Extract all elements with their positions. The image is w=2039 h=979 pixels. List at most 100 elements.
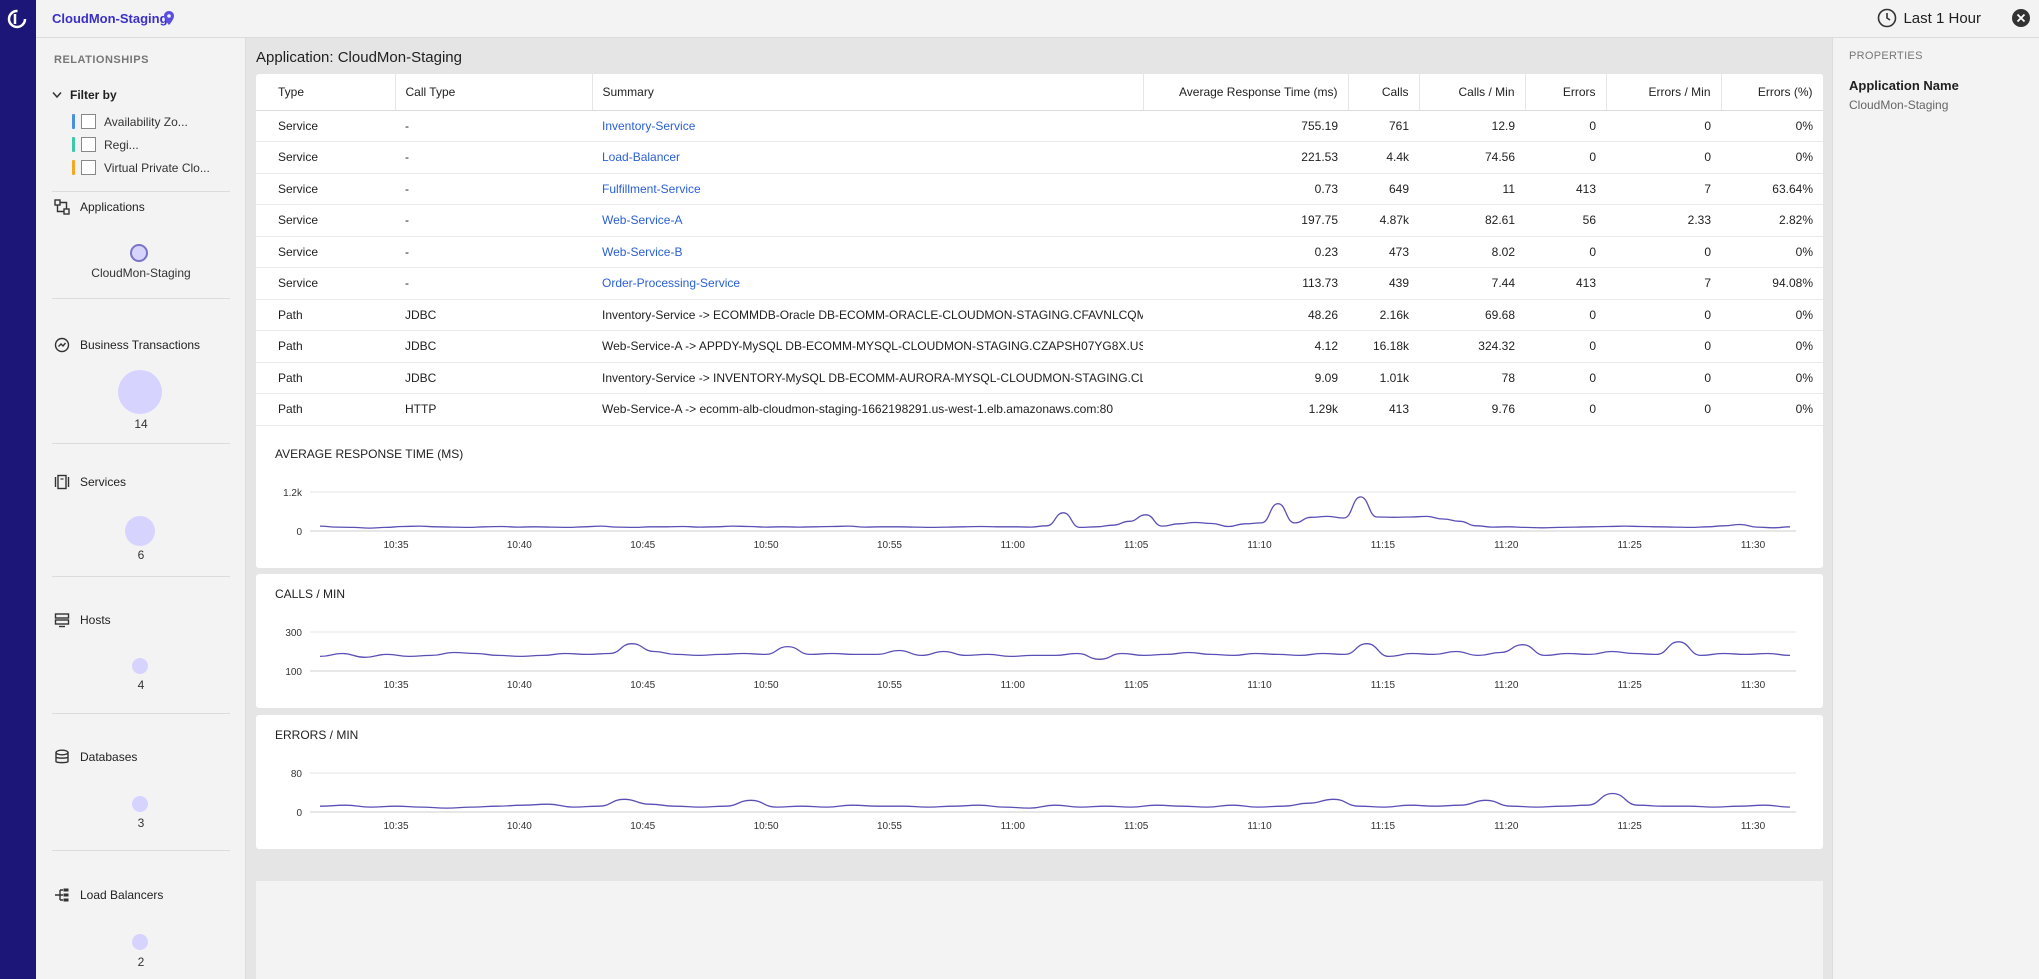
- series-line: [319, 496, 1791, 529]
- filter-checkbox[interactable]: [81, 137, 96, 152]
- hosts-bubble[interactable]: [132, 658, 148, 674]
- databases-bubble[interactable]: [132, 796, 148, 812]
- filter-by-toggle[interactable]: Filter by: [52, 88, 117, 102]
- column-header-calls-per-min[interactable]: Calls / Min: [1419, 74, 1526, 111]
- cell-errors: 413: [1525, 267, 1606, 300]
- calls-per-min-chart[interactable]: 300 100 10:35 10:40 10:45 10:50 10:55 11:00 11:0…: [256, 574, 1823, 708]
- x-tick-label: 10:45: [630, 821, 655, 832]
- cell-calls-per-min: 8.02: [1419, 236, 1525, 268]
- property-label: Application Name: [1849, 78, 1959, 93]
- cell-avg-response-time: 113.73: [1143, 267, 1348, 300]
- section-load-balancers[interactable]: Load Balancers: [54, 887, 163, 903]
- column-header-avg-response-time[interactable]: Average Response Time (ms): [1143, 74, 1349, 111]
- cell-call-type: JDBC: [395, 299, 592, 331]
- time-range-label: Last 1 Hour: [1903, 9, 1981, 27]
- time-range-selector[interactable]: Last 1 Hour: [1877, 8, 1981, 28]
- section-services[interactable]: Services: [54, 474, 126, 490]
- applications-icon: [54, 199, 70, 215]
- cell-avg-response-time: 48.26: [1143, 299, 1348, 331]
- table-header-row: Type Call Type Summary Average Response …: [256, 74, 1823, 111]
- filter-checkbox[interactable]: [81, 114, 96, 129]
- section-business-transactions[interactable]: Business Transactions: [54, 337, 200, 353]
- cell-errors: 0: [1525, 362, 1606, 394]
- cell-type: Path: [256, 393, 395, 426]
- relationships-table: Type Call Type Summary Average Response …: [256, 74, 1823, 426]
- filter-vpc[interactable]: Virtual Private Clo...: [72, 160, 210, 175]
- cell-summary-link[interactable]: Load-Balancer: [592, 141, 1143, 174]
- applications-bubble[interactable]: [130, 244, 148, 262]
- column-header-call-type[interactable]: Call Type: [395, 74, 593, 111]
- cell-calls: 2.16k: [1348, 299, 1419, 331]
- cell-calls: 649: [1348, 173, 1419, 205]
- cell-summary-link[interactable]: Web-Service-A: [592, 204, 1143, 237]
- x-tick-label: 11:10: [1247, 540, 1272, 551]
- x-tick-label: 11:00: [1001, 680, 1026, 691]
- cell-type: Path: [256, 330, 395, 363]
- services-bubble[interactable]: [125, 516, 155, 546]
- x-tick-label: 10:45: [630, 540, 655, 551]
- errors-per-min-chart[interactable]: 80 0 10:35 10:40 10:45 10:50 10:55 11:00 11:05 11…: [256, 715, 1823, 849]
- cell-errors: 413: [1525, 173, 1606, 205]
- services-count: 6: [137, 548, 145, 562]
- cell-errors: 0: [1525, 110, 1606, 142]
- x-tick-label: 10:40: [507, 540, 532, 551]
- filter-availability-zone[interactable]: Availability Zo...: [72, 114, 188, 129]
- divider: [52, 298, 230, 299]
- table-row[interactable]: Service - Web-Service-A 197.75 4.87k 82.…: [256, 204, 1823, 237]
- app-logo-icon[interactable]: [6, 8, 28, 30]
- column-header-type[interactable]: Type: [256, 74, 396, 111]
- cell-calls: 473: [1348, 236, 1419, 268]
- cell-type: Path: [256, 299, 395, 331]
- column-header-calls[interactable]: Calls: [1348, 74, 1420, 111]
- section-databases[interactable]: Databases: [54, 749, 137, 765]
- cell-summary-link[interactable]: Web-Service-B: [592, 236, 1143, 268]
- chart-title: AVERAGE RESPONSE TIME (MS): [275, 447, 464, 461]
- cell-summary-link[interactable]: Inventory-Service: [592, 110, 1143, 142]
- business-transactions-bubble[interactable]: [118, 370, 162, 414]
- table-row[interactable]: Service - Order-Processing-Service 113.7…: [256, 267, 1823, 300]
- column-header-errors[interactable]: Errors: [1525, 74, 1607, 111]
- section-label: Applications: [80, 200, 145, 214]
- x-tick-label: 11:00: [1001, 821, 1026, 832]
- cell-avg-response-time: 9.09: [1143, 362, 1348, 394]
- table-row[interactable]: Path JDBC Inventory-Service -> ECOMMDB-O…: [256, 299, 1823, 331]
- top-bar: CloudMon-Staging Last 1 Hour: [36, 0, 2039, 38]
- section-applications[interactable]: Applications: [54, 199, 145, 215]
- avg-response-time-chart[interactable]: 1.2k 0 10:35 10:40 10:45 10:50 10:55 11:00 11:05…: [256, 434, 1823, 568]
- x-tick-label: 10:35: [383, 540, 408, 551]
- cell-calls-per-min: 324.32: [1419, 330, 1525, 363]
- x-tick-label: 11:10: [1247, 821, 1272, 832]
- hosts-icon: [54, 613, 70, 628]
- table-row[interactable]: Service - Load-Balancer 221.53 4.4k 74.5…: [256, 141, 1823, 174]
- cell-errors-per-min: 0: [1606, 362, 1721, 394]
- cell-calls: 413: [1348, 393, 1419, 426]
- application-name-link[interactable]: CloudMon-Staging: [52, 11, 168, 26]
- table-row[interactable]: Path HTTP Web-Service-A -> ecomm-alb-clo…: [256, 393, 1823, 426]
- cell-summary-link[interactable]: Order-Processing-Service: [592, 267, 1143, 300]
- cell-type: Service: [256, 236, 395, 268]
- table-row[interactable]: Service - Web-Service-B 0.23 473 8.02 0 …: [256, 236, 1823, 268]
- cell-errors-percent: 0%: [1721, 299, 1823, 331]
- column-header-summary[interactable]: Summary: [592, 74, 1144, 111]
- table-row[interactable]: Path JDBC Web-Service-A -> APPDY-MySQL D…: [256, 330, 1823, 363]
- cell-summary-link[interactable]: Fulfillment-Service: [592, 173, 1143, 205]
- column-header-errors-percent[interactable]: Errors (%): [1721, 74, 1823, 111]
- table-row[interactable]: Service - Fulfillment-Service 0.73 649 1…: [256, 173, 1823, 205]
- table-row[interactable]: Path JDBC Inventory-Service -> INVENTORY…: [256, 362, 1823, 394]
- cell-summary: Inventory-Service -> ECOMMDB-Oracle DB-E…: [592, 299, 1143, 331]
- x-tick-label: 11:20: [1494, 680, 1519, 691]
- filter-label: Virtual Private Clo...: [104, 160, 210, 175]
- cell-call-type: -: [395, 110, 592, 142]
- column-header-errors-per-min[interactable]: Errors / Min: [1606, 74, 1722, 111]
- series-line: [319, 792, 1791, 809]
- filter-checkbox[interactable]: [81, 160, 96, 175]
- x-tick-label: 11:25: [1617, 821, 1642, 832]
- load-balancers-bubble[interactable]: [132, 934, 148, 950]
- section-hosts[interactable]: Hosts: [54, 612, 111, 628]
- section-label: Hosts: [80, 613, 111, 627]
- cell-errors-per-min: 7: [1606, 267, 1721, 300]
- table-row[interactable]: Service - Inventory-Service 755.19 761 1…: [256, 110, 1823, 142]
- close-icon[interactable]: [2011, 8, 2031, 28]
- location-pin-icon[interactable]: [164, 11, 174, 25]
- filter-region[interactable]: Regi...: [72, 137, 139, 152]
